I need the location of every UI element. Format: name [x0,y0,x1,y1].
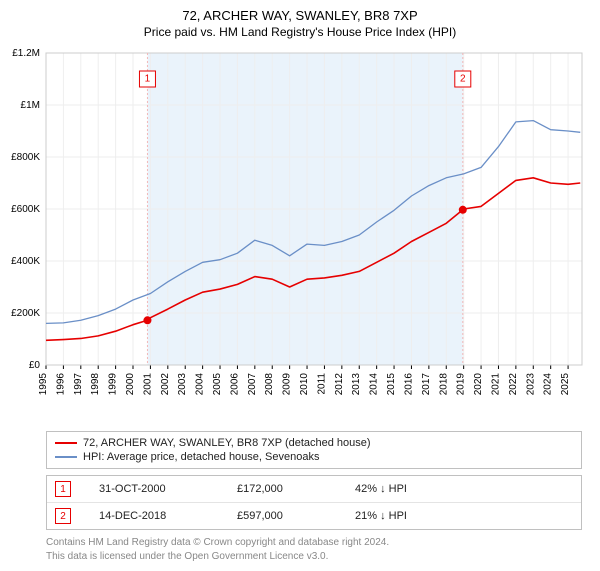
svg-text:£400K: £400K [11,256,40,267]
transaction-price: £597,000 [237,510,327,522]
svg-text:2002: 2002 [160,373,171,396]
transaction-hpi: 42% ↓ HPI [355,483,407,495]
page-subtitle: Price paid vs. HM Land Registry's House … [0,23,600,45]
svg-text:2006: 2006 [229,373,240,396]
svg-text:2013: 2013 [351,373,362,396]
chart-container: { "title": "72, ARCHER WAY, SWANLEY, BR8… [0,0,600,571]
svg-text:2003: 2003 [177,373,188,396]
transaction-price: £172,000 [237,483,327,495]
svg-text:2016: 2016 [403,373,414,396]
legend-label: HPI: Average price, detached house, Seve… [83,451,319,463]
svg-text:1997: 1997 [73,373,84,396]
transaction-marker: 1 [55,481,71,497]
legend-label: 72, ARCHER WAY, SWANLEY, BR8 7XP (detach… [83,437,371,449]
svg-text:2025: 2025 [560,373,571,396]
svg-text:2017: 2017 [421,373,432,396]
svg-text:2011: 2011 [316,373,327,395]
svg-text:1: 1 [145,74,151,85]
svg-text:2009: 2009 [282,373,293,396]
svg-text:£800K: £800K [11,152,40,163]
svg-text:2008: 2008 [264,373,275,396]
legend: 72, ARCHER WAY, SWANLEY, BR8 7XP (detach… [46,431,582,469]
footer-line: This data is licensed under the Open Gov… [46,550,582,564]
svg-text:£0: £0 [29,360,41,371]
svg-text:£600K: £600K [11,204,40,215]
legend-item: 72, ARCHER WAY, SWANLEY, BR8 7XP (detach… [55,436,573,450]
svg-text:2021: 2021 [490,373,501,396]
transaction-marker: 2 [55,508,71,524]
svg-text:2000: 2000 [125,373,136,396]
svg-text:2020: 2020 [473,373,484,396]
svg-text:2012: 2012 [334,373,345,396]
transaction-date: 14-DEC-2018 [99,510,209,522]
transaction-row: 1 31-OCT-2000 £172,000 42% ↓ HPI [47,476,581,502]
svg-text:1995: 1995 [38,373,49,396]
svg-text:£200K: £200K [11,308,40,319]
svg-text:2022: 2022 [508,373,519,396]
svg-text:£1.2M: £1.2M [12,48,40,59]
svg-text:2001: 2001 [142,373,153,396]
svg-text:2010: 2010 [299,373,310,396]
svg-text:2015: 2015 [386,373,397,396]
page-title: 72, ARCHER WAY, SWANLEY, BR8 7XP [0,0,600,23]
svg-text:1999: 1999 [108,373,119,396]
svg-text:2: 2 [460,74,466,85]
transaction-row: 2 14-DEC-2018 £597,000 21% ↓ HPI [47,502,581,529]
footer-line: Contains HM Land Registry data © Crown c… [46,536,582,550]
svg-text:2023: 2023 [525,373,536,396]
price-chart: £0 £200K £400K £600K £800K £1M £1.2M 1995 1996 19… [0,45,600,425]
svg-text:2014: 2014 [369,373,380,396]
svg-text:2018: 2018 [438,373,449,396]
svg-text:2007: 2007 [247,373,258,396]
chart-svg: £0 £200K £400K £600K £800K £1M £1.2M 1995 1996 19… [0,45,600,425]
svg-text:1998: 1998 [90,373,101,396]
legend-swatch [55,456,77,458]
svg-text:£1M: £1M [21,100,40,111]
attribution-footer: Contains HM Land Registry data © Crown c… [46,536,582,571]
transaction-date: 31-OCT-2000 [99,483,209,495]
svg-text:1996: 1996 [55,373,66,396]
legend-swatch [55,442,77,444]
svg-text:2019: 2019 [456,373,467,396]
transactions-table: 1 31-OCT-2000 £172,000 42% ↓ HPI 2 14-DEC-201… [46,475,582,530]
svg-text:2004: 2004 [195,373,206,396]
legend-item: HPI: Average price, detached house, Seve… [55,450,573,464]
svg-text:2024: 2024 [543,373,554,396]
transaction-hpi: 21% ↓ HPI [355,510,407,522]
svg-text:2005: 2005 [212,373,223,396]
